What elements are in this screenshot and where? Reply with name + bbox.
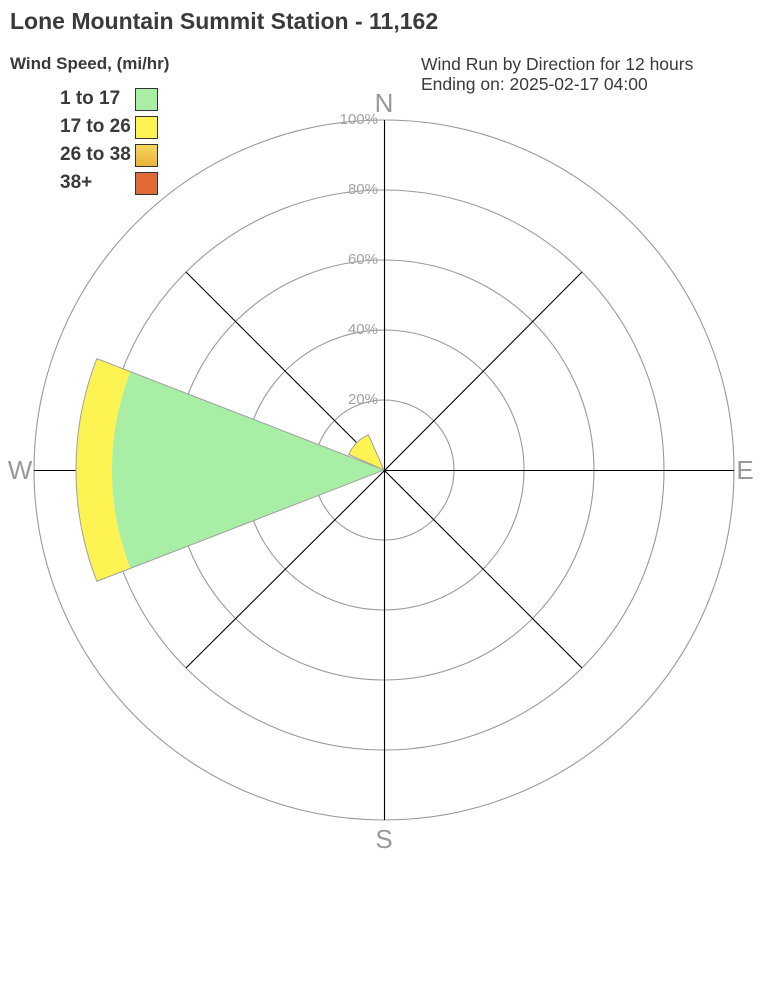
svg-text:60%: 60% (348, 251, 378, 268)
svg-text:E: E (736, 455, 753, 485)
svg-text:W: W (8, 455, 33, 485)
svg-text:80%: 80% (348, 181, 378, 198)
svg-text:S: S (375, 824, 392, 854)
svg-text:20%: 20% (348, 391, 378, 408)
svg-text:40%: 40% (348, 321, 378, 338)
svg-text:100%: 100% (340, 111, 378, 128)
